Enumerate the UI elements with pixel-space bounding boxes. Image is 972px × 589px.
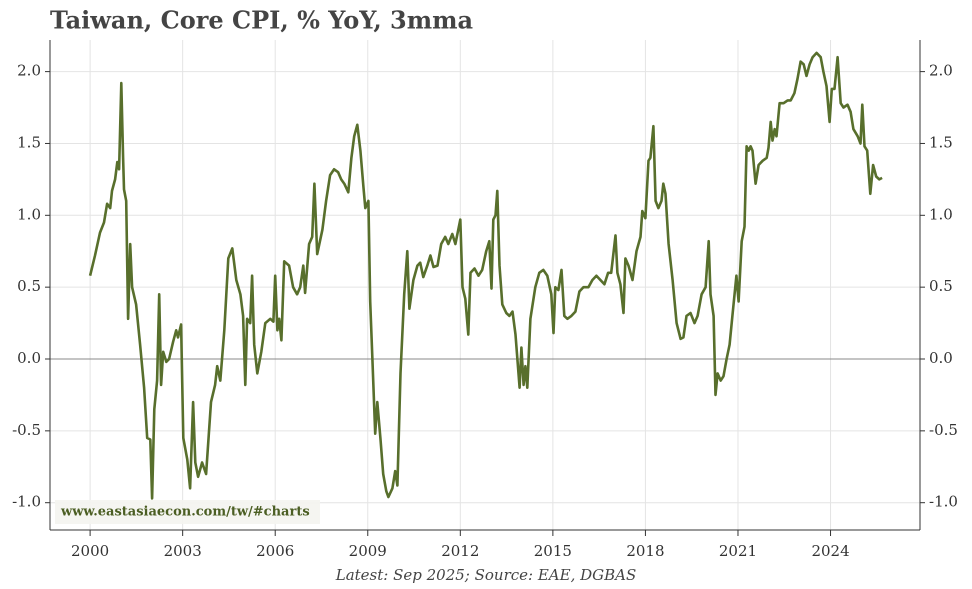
y-tick-label: 1.5 — [17, 133, 41, 151]
watermark: www.eastasiaecon.com/tw/#charts — [60, 505, 310, 520]
y2-tick-label: 1.0 — [929, 205, 953, 223]
y2-tick-label: 2.0 — [929, 62, 953, 80]
y-tick-label: 2.0 — [17, 62, 41, 80]
y-tick-label: 0.5 — [17, 277, 41, 295]
x-tick-label: 2021 — [719, 542, 757, 560]
chart-title: Taiwan, Core CPI, % YoY, 3mma — [50, 6, 473, 35]
y-tick-label: 1.0 — [17, 205, 41, 223]
y2-tick-label: 1.5 — [929, 133, 953, 151]
x-tick-label: 2009 — [349, 542, 387, 560]
x-tick-label: 2006 — [256, 542, 294, 560]
caption: Latest: Sep 2025; Source: EAE, DGBAS — [335, 566, 637, 584]
y-tick-label: -0.5 — [12, 421, 41, 439]
x-tick-label: 2003 — [164, 542, 202, 560]
watermark-box — [55, 500, 320, 524]
series-line — [88, 51, 883, 500]
y-tick-label: 0.0 — [17, 349, 41, 367]
y2-tick-label: 0.0 — [929, 349, 953, 367]
x-tick-label: 2000 — [71, 542, 109, 560]
y2-tick-label: 0.5 — [929, 277, 953, 295]
y2-tick-label: -0.5 — [929, 421, 958, 439]
y2-tick-label: -1.0 — [929, 493, 958, 511]
x-tick-label: 2024 — [811, 542, 849, 560]
x-tick-label: 2012 — [441, 542, 479, 560]
x-tick-label: 2018 — [626, 542, 664, 560]
y-tick-label: -1.0 — [12, 493, 41, 511]
x-tick-label: 2015 — [534, 542, 572, 560]
